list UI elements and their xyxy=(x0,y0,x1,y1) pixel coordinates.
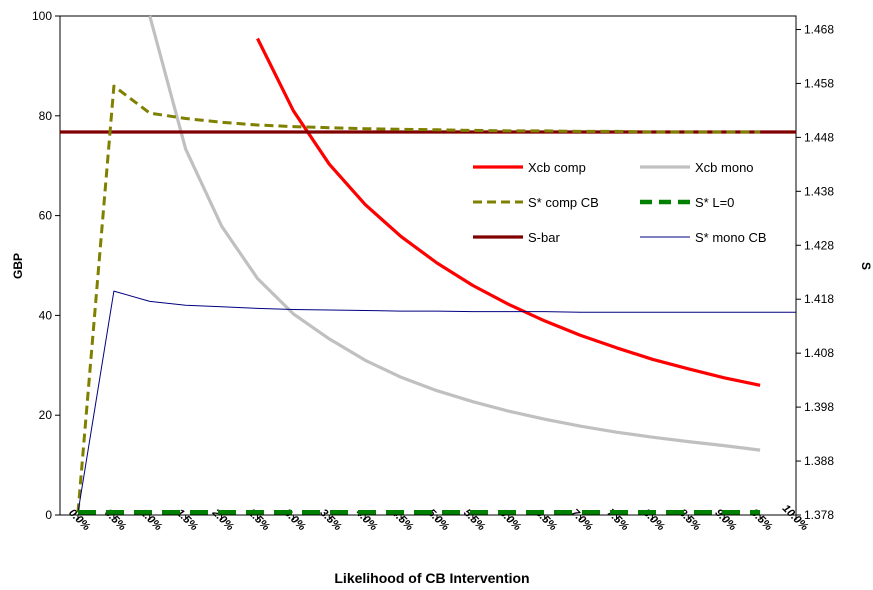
legend-label: S* comp CB xyxy=(528,195,599,210)
legend-label: Xcb mono xyxy=(695,160,754,175)
y2-tick-label: 1.448 xyxy=(804,130,834,144)
y2-axis-title: S xyxy=(859,262,873,270)
y2-tick-label: 1.438 xyxy=(804,184,834,198)
legend-label: S* L=0 xyxy=(695,195,734,210)
y2-tick-label: 1.388 xyxy=(804,454,834,468)
y2-tick-label: 1.458 xyxy=(804,76,834,90)
y-tick-label: 20 xyxy=(39,408,53,422)
legend-label: S* mono CB xyxy=(695,230,767,245)
series-line-0 xyxy=(256,37,761,387)
y-tick-label: 60 xyxy=(39,209,53,223)
y2-tick-label: 1.398 xyxy=(804,400,834,414)
series-line-2 xyxy=(76,84,761,513)
y2-tick-label: 1.378 xyxy=(804,508,834,522)
y2-tick-label: 1.408 xyxy=(804,346,834,360)
y2-tick-label: 1.418 xyxy=(804,292,834,306)
plot-area xyxy=(59,15,797,516)
legend-label: Xcb comp xyxy=(528,160,586,175)
y2-tick-label: 1.428 xyxy=(804,238,834,252)
x-axis-title: Likelihood of CB Intervention xyxy=(334,570,529,586)
y-tick-label: 0 xyxy=(45,508,52,522)
series-line-1 xyxy=(148,15,761,452)
y-tick-label: 40 xyxy=(39,308,53,322)
legend-label: S-bar xyxy=(528,230,560,245)
y-tick-label: 100 xyxy=(32,9,52,23)
y-tick-label: 80 xyxy=(39,109,53,123)
series-line-5 xyxy=(77,290,796,513)
y2-tick-label: 1.468 xyxy=(804,22,834,36)
y-axis-title: GBP xyxy=(11,253,25,279)
